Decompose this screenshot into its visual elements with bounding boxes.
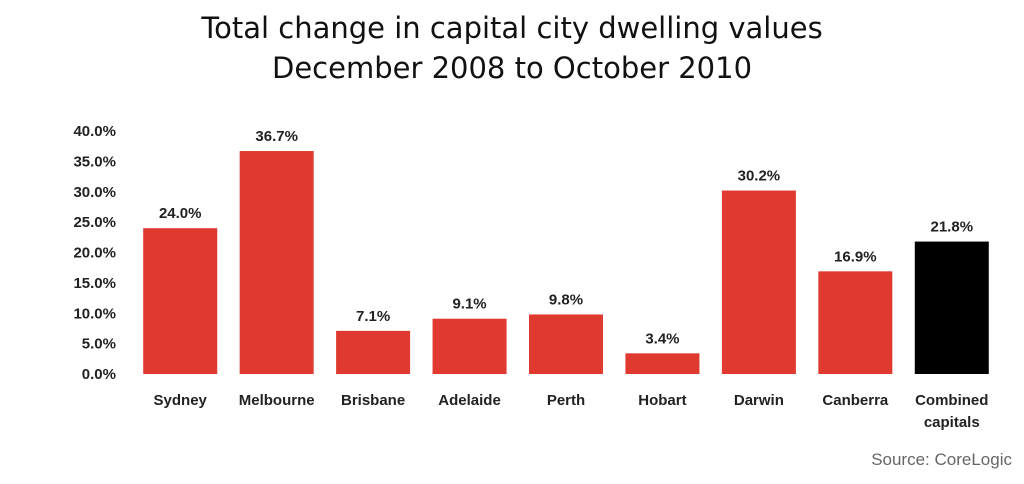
y-tick-label: 0.0% <box>82 366 116 383</box>
bar <box>143 228 218 374</box>
category-label: Brisbane <box>341 392 405 409</box>
y-tick-label: 15.0% <box>73 275 116 292</box>
source-note: Source: CoreLogic <box>871 450 1012 469</box>
category-label: Adelaide <box>438 392 501 409</box>
category-label: Melbourne <box>239 392 315 409</box>
y-tick-label: 10.0% <box>73 305 116 322</box>
y-tick-label: 20.0% <box>73 245 116 262</box>
bar <box>239 151 314 374</box>
category-label: Darwin <box>734 392 784 409</box>
bar <box>721 190 796 374</box>
category-label: Combined capitals <box>915 392 988 431</box>
data-label: 21.8% <box>931 219 974 236</box>
data-label: 7.1% <box>356 308 390 325</box>
bar <box>529 314 603 374</box>
chart-title: Total change in capital city dwelling va… <box>201 11 823 45</box>
bar <box>818 271 893 374</box>
data-label: 16.9% <box>834 248 877 265</box>
bar <box>914 241 989 374</box>
y-tick-label: 30.0% <box>73 184 116 201</box>
chart-title-block: Total change in capital city dwelling va… <box>0 8 1024 88</box>
data-label: 36.7% <box>255 128 298 145</box>
bar <box>336 330 411 374</box>
category-label: Canberra <box>822 392 889 409</box>
category-label: Hobart <box>638 392 686 409</box>
data-label: 9.8% <box>549 291 583 308</box>
data-label: 30.2% <box>738 168 781 185</box>
category-label: Perth <box>547 392 585 409</box>
y-tick-label: 5.0% <box>82 336 116 353</box>
y-tick-label: 35.0% <box>73 153 116 170</box>
chart-subtitle: December 2008 to October 2010 <box>271 51 753 85</box>
y-tick-label: 40.0% <box>73 123 116 140</box>
category-label: Sydney <box>154 392 208 409</box>
y-tick-label: 25.0% <box>73 214 116 231</box>
data-label: 3.4% <box>645 330 679 347</box>
data-label: 9.1% <box>452 296 486 313</box>
bar <box>625 353 700 374</box>
data-label: 24.0% <box>159 205 202 222</box>
bar <box>432 318 507 374</box>
